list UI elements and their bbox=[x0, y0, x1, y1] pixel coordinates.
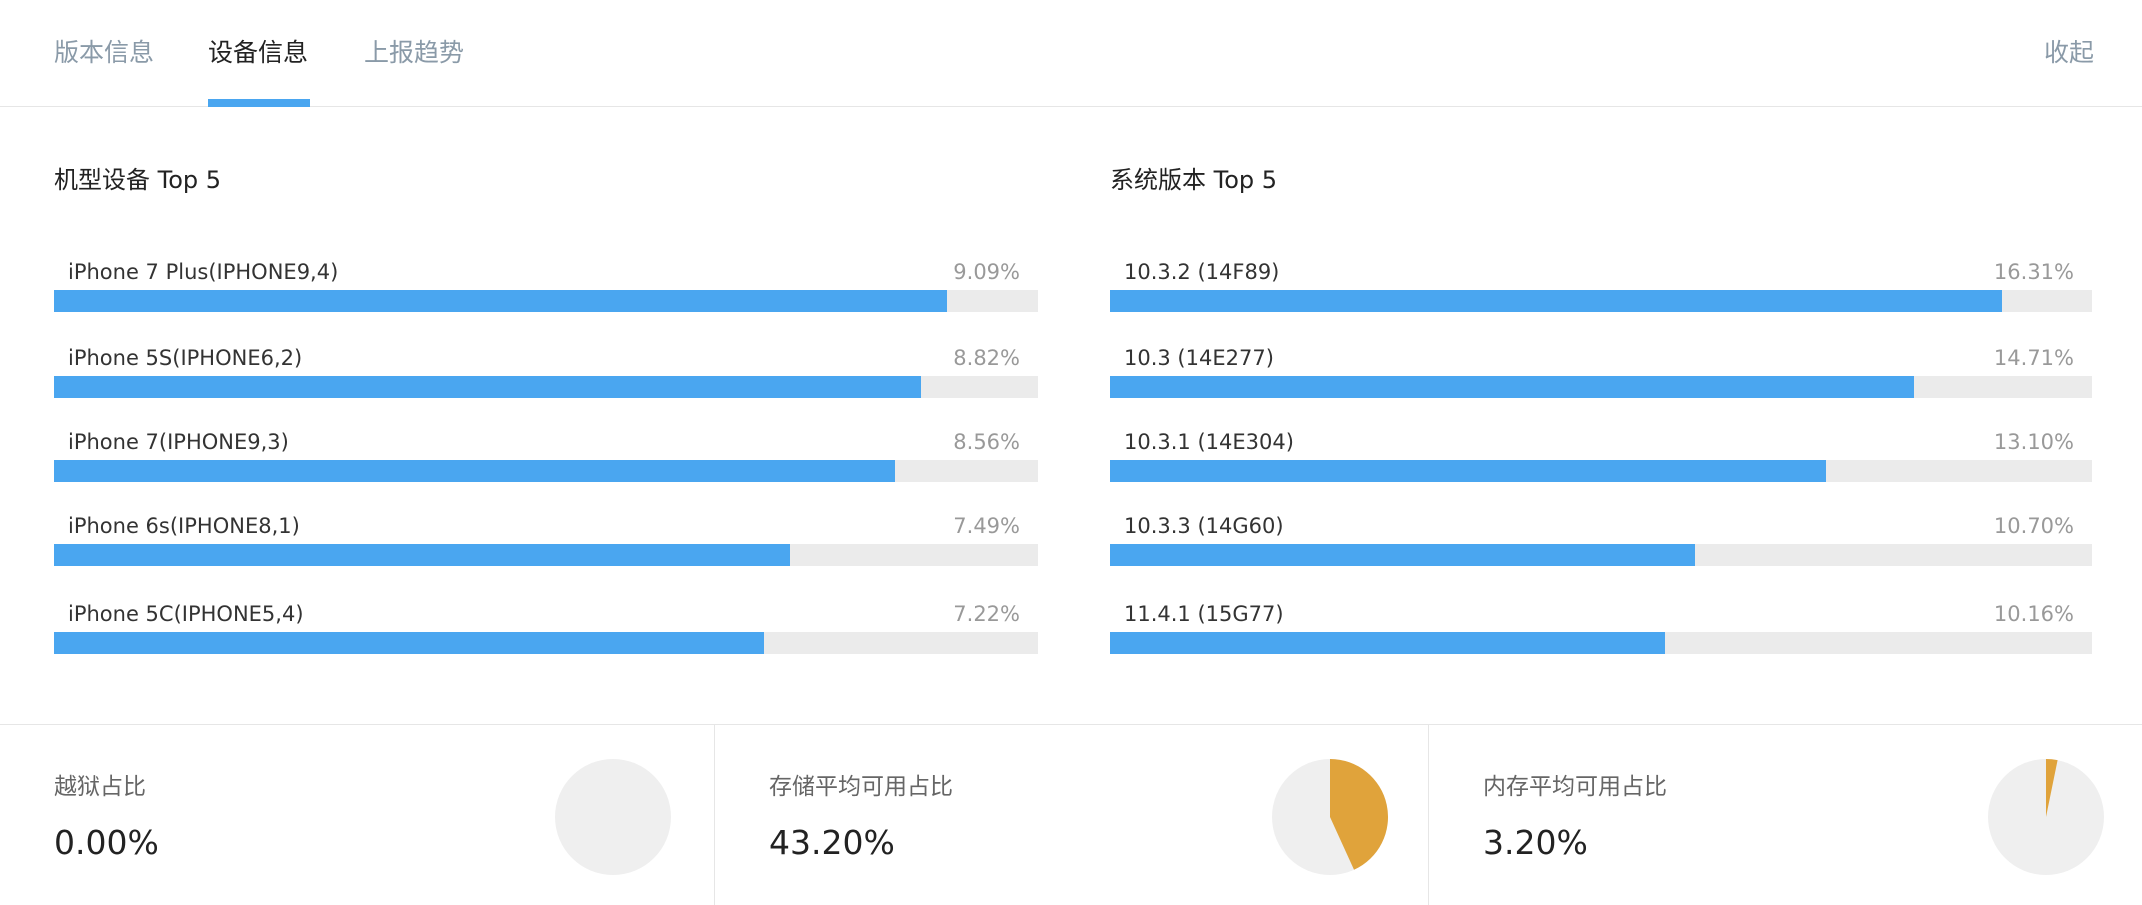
os-bar-fill bbox=[1110, 376, 1915, 398]
device-bar-row: iPhone 7 Plus(IPHONE9,4) 9.09% bbox=[54, 258, 1038, 318]
os-top5-title: 系统版本 Top 5 bbox=[1110, 166, 1278, 194]
stat-label: 越狱占比 bbox=[54, 774, 146, 800]
os-bar-row: 10.3 (14E277) 14.71% bbox=[1110, 344, 2092, 404]
device-bar-row: iPhone 5S(IPHONE6,2) 8.82% bbox=[54, 344, 1038, 404]
active-tab-indicator bbox=[208, 99, 310, 107]
os-bar-percent: 10.70% bbox=[1993, 514, 2074, 538]
os-bar-row: 10.3.3 (14G60) 10.70% bbox=[1110, 512, 2092, 572]
os-bar-track bbox=[1110, 632, 2092, 654]
device-bar-percent: 7.49% bbox=[953, 514, 1020, 538]
os-bar-track bbox=[1110, 376, 2092, 398]
device-bar-row: iPhone 7(IPHONE9,3) 8.56% bbox=[54, 428, 1038, 488]
stat-label: 存储平均可用占比 bbox=[769, 774, 953, 800]
os-bar-row: 10.3.1 (14E304) 13.10% bbox=[1110, 428, 2092, 488]
os-bar-row: 10.3.2 (14F89) 16.31% bbox=[1110, 258, 2092, 318]
jailbreak-pie-chart bbox=[555, 759, 671, 875]
device-bar-row: iPhone 6s(IPHONE8,1) 7.49% bbox=[54, 512, 1038, 572]
device-bar-percent: 7.22% bbox=[953, 602, 1020, 626]
device-bar-percent: 9.09% bbox=[953, 260, 1020, 284]
stat-label: 内存平均可用占比 bbox=[1483, 774, 1667, 800]
os-bar-percent: 16.31% bbox=[1993, 260, 2074, 284]
os-bar-label: 10.3.3 (14G60) bbox=[1124, 514, 1284, 538]
device-bar-fill bbox=[54, 376, 921, 398]
os-bar-percent: 14.71% bbox=[1993, 346, 2074, 370]
tab-bar: 版本信息 设备信息 上报趋势 收起 bbox=[0, 0, 2142, 107]
device-bar-track bbox=[54, 290, 1038, 312]
os-bar-fill bbox=[1110, 632, 1666, 654]
pie-slice bbox=[1330, 759, 1388, 870]
device-bar-fill bbox=[54, 632, 764, 654]
os-bar-percent: 10.16% bbox=[1993, 602, 2074, 626]
device-bar-label: iPhone 7(IPHONE9,3) bbox=[68, 430, 289, 454]
pie-slice bbox=[2046, 759, 2058, 817]
device-bar-fill bbox=[54, 290, 948, 312]
stat-value: 3.20% bbox=[1483, 823, 1588, 862]
os-bar-fill bbox=[1110, 290, 2002, 312]
tab-report-trend[interactable]: 上报趋势 bbox=[364, 38, 465, 67]
device-bar-label: iPhone 7 Plus(IPHONE9,4) bbox=[68, 260, 339, 284]
device-bar-track bbox=[54, 376, 1038, 398]
device-bar-percent: 8.56% bbox=[953, 430, 1020, 454]
memory-pie-chart bbox=[1988, 759, 2104, 875]
device-bar-fill bbox=[54, 544, 791, 566]
device-bar-track bbox=[54, 460, 1038, 482]
device-bar-label: iPhone 6s(IPHONE8,1) bbox=[68, 514, 300, 538]
os-bar-fill bbox=[1110, 544, 1695, 566]
device-top5-title: 机型设备 Top 5 bbox=[54, 166, 222, 194]
os-bar-track bbox=[1110, 290, 2092, 312]
stat-card-storage: 存储平均可用占比 43.20% bbox=[714, 725, 1428, 905]
os-bar-label: 10.3 (14E277) bbox=[1124, 346, 1274, 370]
tab-device-info[interactable]: 设备信息 bbox=[208, 38, 309, 67]
stat-card-jailbreak: 越狱占比 0.00% bbox=[0, 725, 714, 905]
os-bar-track bbox=[1110, 460, 2092, 482]
device-bar-fill bbox=[54, 460, 896, 482]
tab-version-info[interactable]: 版本信息 bbox=[54, 38, 155, 67]
os-bar-track bbox=[1110, 544, 2092, 566]
storage-pie-chart bbox=[1272, 759, 1388, 875]
device-bar-row: iPhone 5C(IPHONE5,4) 7.22% bbox=[54, 600, 1038, 660]
stat-value: 43.20% bbox=[769, 823, 895, 862]
device-bar-track bbox=[54, 632, 1038, 654]
os-bar-label: 10.3.1 (14E304) bbox=[1124, 430, 1294, 454]
device-bar-track bbox=[54, 544, 1038, 566]
device-bar-label: iPhone 5S(IPHONE6,2) bbox=[68, 346, 303, 370]
os-bar-row: 11.4.1 (15G77) 10.16% bbox=[1110, 600, 2092, 660]
os-bar-fill bbox=[1110, 460, 1827, 482]
os-bar-label: 10.3.2 (14F89) bbox=[1124, 260, 1280, 284]
device-bar-label: iPhone 5C(IPHONE5,4) bbox=[68, 602, 304, 626]
os-bar-label: 11.4.1 (15G77) bbox=[1124, 602, 1284, 626]
stat-card-memory: 内存平均可用占比 3.20% bbox=[1428, 725, 2142, 905]
stats-panel: 越狱占比 0.00% 存储平均可用占比 43.20% 内存平均可用占比 3.20… bbox=[0, 724, 2142, 905]
pie-background bbox=[555, 759, 671, 875]
stat-value: 0.00% bbox=[54, 823, 159, 862]
device-bar-percent: 8.82% bbox=[953, 346, 1020, 370]
collapse-button[interactable]: 收起 bbox=[2043, 38, 2094, 67]
os-bar-percent: 13.10% bbox=[1993, 430, 2074, 454]
